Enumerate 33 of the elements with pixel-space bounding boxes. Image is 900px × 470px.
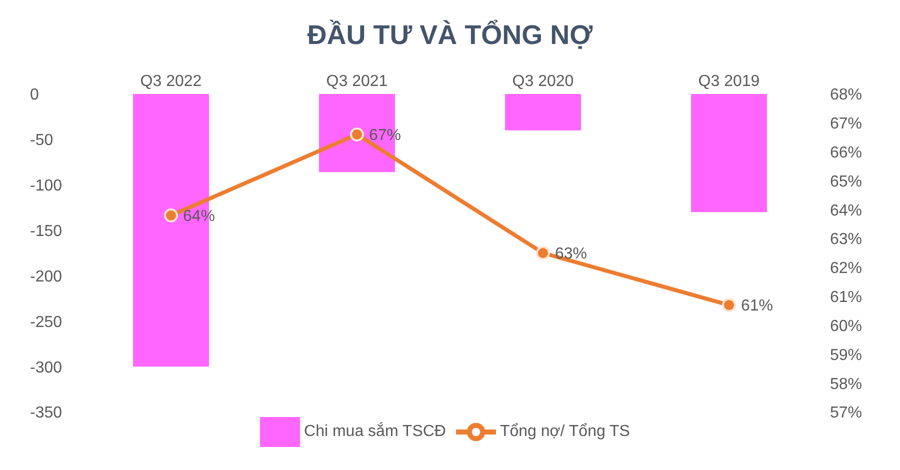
y2-tick-label: 68% (830, 86, 862, 104)
y2-tick-label: 59% (830, 346, 862, 364)
y2-tick-label: 62% (830, 260, 862, 278)
y2-tick-label: 66% (830, 144, 862, 162)
y2-tick-label: 64% (830, 202, 862, 220)
y2-tick-label: 58% (830, 376, 862, 393)
y-tick-label: -100 (30, 178, 62, 195)
point (164, 208, 178, 222)
data-label: 61% (741, 298, 774, 315)
y2-tick-label: 57% (830, 404, 862, 422)
x-tick-label: Q3 2022 (140, 73, 202, 90)
y2-tick-label: 63% (830, 231, 862, 248)
y2-tick-label: 67% (830, 116, 862, 133)
x-tick-label: Q3 2020 (512, 73, 574, 90)
x-tick-label: Q3 2019 (698, 73, 760, 90)
point (350, 127, 364, 142)
y-tick-label: -200 (30, 268, 62, 286)
y2-tick-label: 60% (830, 318, 862, 335)
y-tick-label: -150 (30, 222, 62, 240)
y-tick-label: -50 (30, 132, 54, 150)
y-tick-label: -250 (30, 314, 62, 331)
x-tick-label: Q3 2021 (326, 73, 388, 90)
chart-title: ĐẦU TƯ VÀ TỔNG NỢ (306, 18, 594, 52)
data-label: 63% (555, 246, 588, 263)
y-tick-label: -350 (30, 404, 62, 422)
point (722, 298, 736, 312)
y2-tick-label: 65% (830, 173, 862, 190)
legend-label: Chi mua sắm TSCĐ (304, 423, 446, 440)
y-tick-label: -300 (30, 359, 62, 376)
point (536, 246, 550, 260)
y2-tick-label: 61% (830, 289, 862, 306)
legend-label: Tổng nợ/ Tổng TS (500, 423, 630, 440)
y-tick-label: 0 (30, 86, 39, 104)
